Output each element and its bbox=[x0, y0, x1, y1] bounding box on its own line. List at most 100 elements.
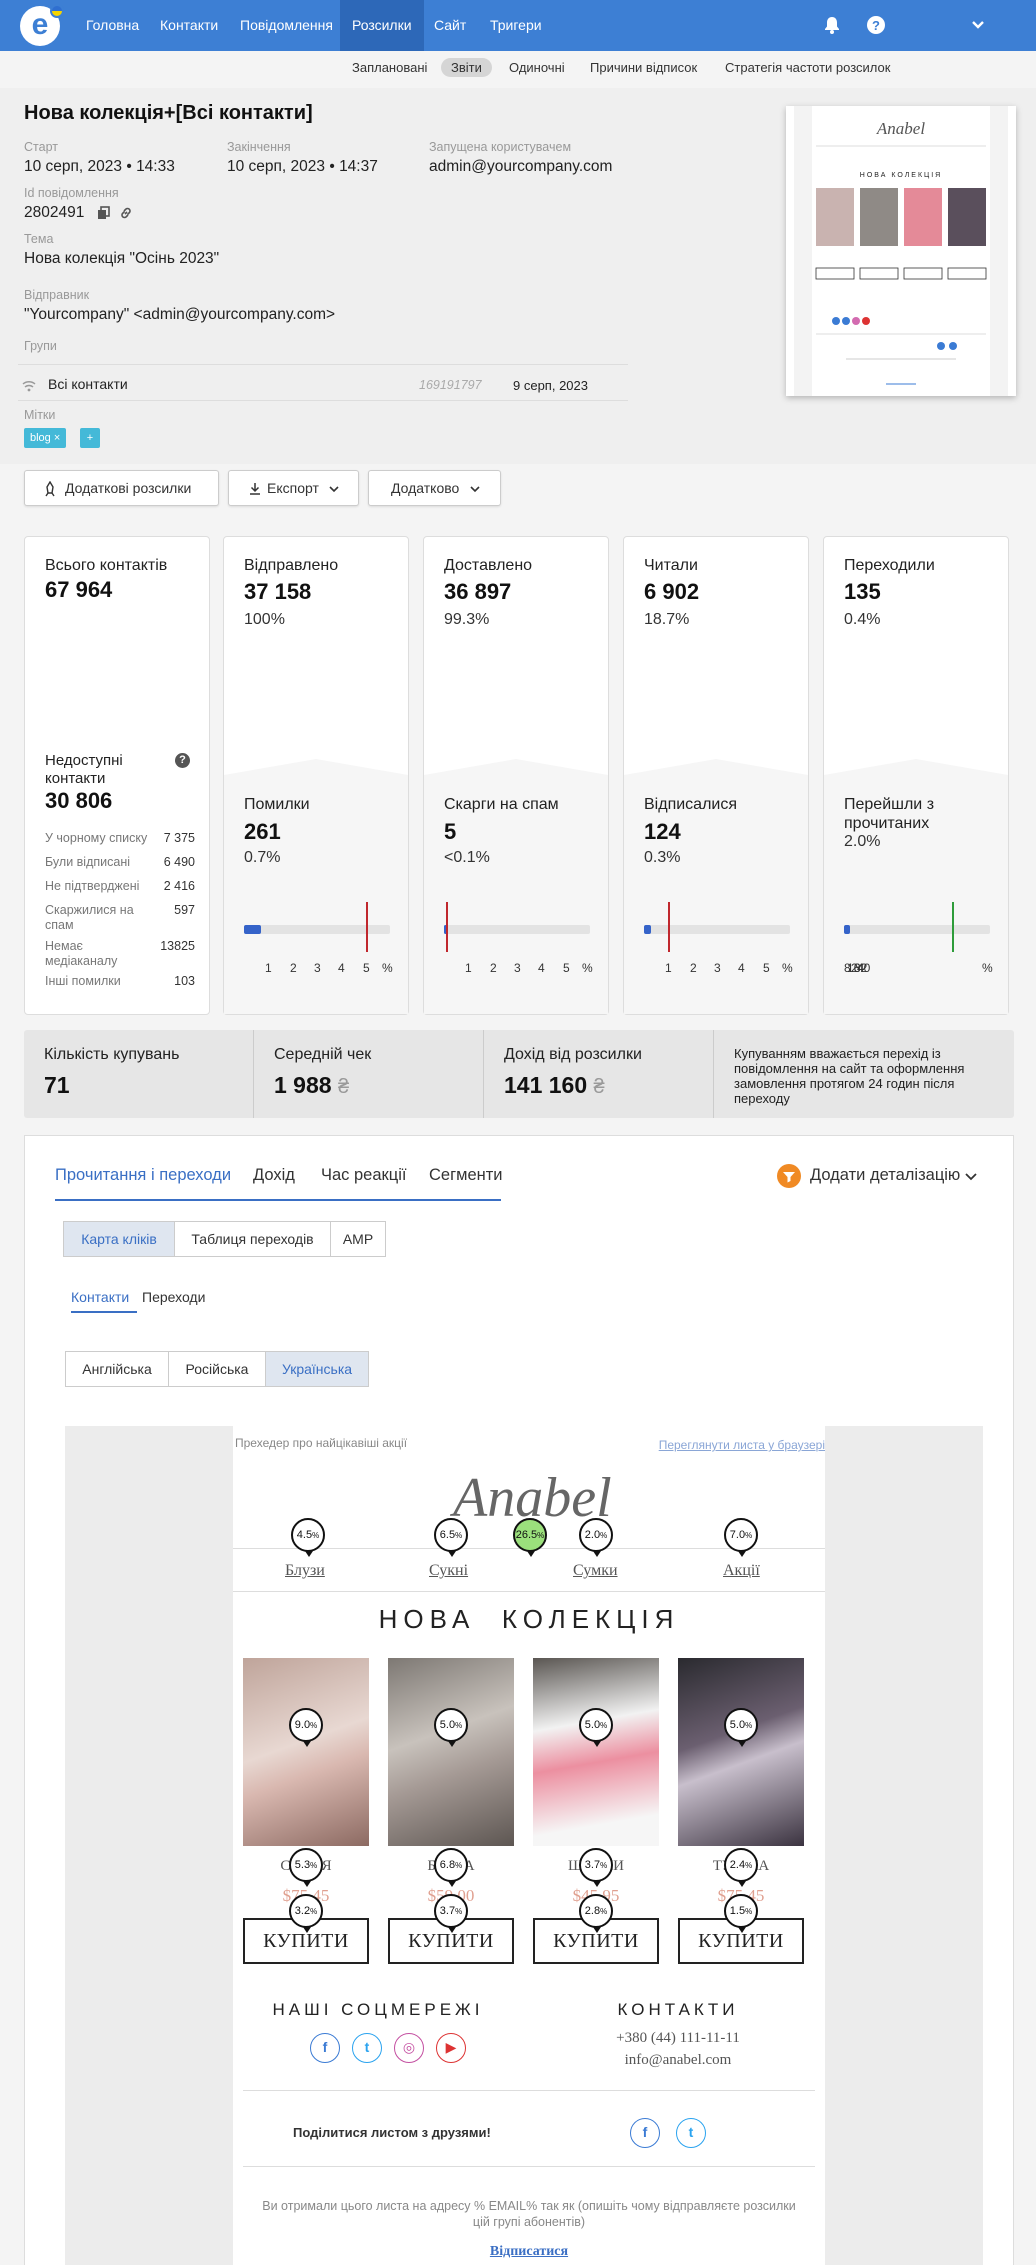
card-label: Відправлено bbox=[244, 557, 339, 574]
tab-reaction-time[interactable]: Час реакції bbox=[321, 1166, 407, 1184]
chevron-down-icon[interactable] bbox=[965, 1172, 977, 1181]
subnav-reports[interactable]: Звіти bbox=[441, 58, 492, 77]
help-icon[interactable]: ? bbox=[866, 15, 886, 35]
buy-click-bubble[interactable]: 1.5% bbox=[724, 1894, 758, 1933]
tag-remove-icon[interactable]: × bbox=[53, 432, 61, 444]
app-logo-icon[interactable]: e bbox=[20, 4, 64, 46]
menu-click-bubble[interactable]: 6.5% bbox=[434, 1518, 468, 1557]
image-click-bubble[interactable]: 5.0% bbox=[724, 1708, 758, 1747]
groups-label: Групи bbox=[24, 339, 57, 353]
average-check-value: 1 988 ₴ bbox=[274, 1072, 349, 1099]
more-options-button[interactable]: Додатково bbox=[368, 470, 501, 506]
group-name[interactable]: Всі контакти bbox=[48, 376, 128, 392]
tag-blog[interactable]: blog × bbox=[24, 428, 67, 448]
lang-russian[interactable]: Російська bbox=[168, 1351, 266, 1387]
total-contacts-card: Всього контактів 67 964 Недоступні конта… bbox=[24, 536, 210, 1015]
funnel-icon bbox=[777, 1164, 801, 1188]
nav-mailings[interactable]: Розсилки bbox=[340, 0, 424, 51]
row-label: Були відписані bbox=[45, 855, 130, 869]
subnav-unsubscribe-reasons[interactable]: Причини відписок bbox=[590, 60, 698, 75]
add-detail-button[interactable]: Додати деталізацію bbox=[810, 1166, 961, 1184]
name-click-bubble[interactable]: 3.7% bbox=[579, 1848, 613, 1887]
name-click-bubble[interactable]: 6.8% bbox=[434, 1848, 468, 1887]
nav-home[interactable]: Головна bbox=[86, 17, 140, 33]
product-image-dress[interactable] bbox=[243, 1658, 369, 1846]
help-icon[interactable]: ? bbox=[175, 753, 190, 768]
view-in-browser-link[interactable]: Переглянути листа у браузері bbox=[658, 1438, 825, 1452]
menu-blouses[interactable]: Блузи bbox=[285, 1562, 325, 1579]
subject-value: Нова колекція "Осінь 2023" bbox=[24, 250, 220, 267]
click-percent: 5.0 bbox=[584, 1719, 601, 1731]
lang-ukrainian[interactable]: Українська bbox=[265, 1351, 369, 1387]
menu-click-bubble[interactable]: 2.0% bbox=[579, 1518, 613, 1557]
bell-icon[interactable] bbox=[822, 15, 842, 35]
buy-click-bubble[interactable]: 2.8% bbox=[579, 1894, 613, 1933]
twitter-share-icon[interactable]: t bbox=[676, 2118, 706, 2148]
facebook-share-icon[interactable]: f bbox=[630, 2118, 660, 2148]
facebook-icon[interactable]: f bbox=[310, 2033, 340, 2063]
chevron-down-icon[interactable] bbox=[968, 15, 988, 35]
email-preview-thumbnail[interactable]: Anabel НОВА КОЛЕКЦІЯ bbox=[786, 106, 1016, 396]
subnav-single[interactable]: Одиночні bbox=[509, 60, 565, 75]
percent-sign: % bbox=[745, 1721, 753, 1730]
product-image-blouse[interactable] bbox=[388, 1658, 514, 1846]
menu-click-bubble[interactable]: 4.5% bbox=[291, 1518, 325, 1557]
product-image-tunic[interactable] bbox=[678, 1658, 804, 1846]
instagram-icon[interactable]: ◎ bbox=[394, 2033, 424, 2063]
name-click-bubble[interactable]: 2.4% bbox=[724, 1848, 758, 1887]
copy-icon[interactable] bbox=[97, 206, 111, 220]
tick-label: 16 bbox=[847, 961, 861, 975]
image-click-bubble[interactable]: 9.0% bbox=[289, 1708, 323, 1747]
image-click-bubble[interactable]: 5.0% bbox=[579, 1708, 613, 1747]
more-mailings-button[interactable]: Додаткові розсилки bbox=[24, 470, 219, 506]
menu-dresses[interactable]: Сукні bbox=[429, 1562, 469, 1579]
card-sub-label: Перейшли з прочитаних bbox=[844, 796, 935, 832]
logo-click-bubble[interactable]: 26.5% bbox=[513, 1518, 547, 1557]
tab-segments[interactable]: Сегменти bbox=[429, 1166, 503, 1184]
subnav-scheduled[interactable]: Заплановані bbox=[352, 60, 428, 75]
product-image-pants[interactable] bbox=[533, 1658, 659, 1846]
income-label: Дохід від розсилки bbox=[504, 1046, 642, 1063]
contact-phone[interactable]: +380 (44) 111-11-11 bbox=[616, 2030, 740, 2046]
image-click-bubble[interactable]: 5.0% bbox=[434, 1708, 468, 1747]
stats-card: Відправлено 37 158 100% Помилки 261 0.7%… bbox=[223, 536, 409, 1015]
buy-click-bubble[interactable]: 3.7% bbox=[434, 1894, 468, 1933]
lang-english[interactable]: Англійська bbox=[65, 1351, 169, 1387]
export-label: Експорт bbox=[267, 480, 319, 496]
menu-sales[interactable]: Акції bbox=[723, 1562, 760, 1579]
tick-label: 40 bbox=[857, 961, 871, 975]
tab-reads-clicks[interactable]: Прочитання і переходи bbox=[55, 1166, 232, 1184]
tab-income[interactable]: Дохід bbox=[253, 1166, 295, 1184]
subtab-contacts[interactable]: Контакти bbox=[71, 1289, 130, 1305]
nav-site[interactable]: Сайт bbox=[434, 17, 467, 33]
unavailable-value: 30 806 bbox=[45, 788, 113, 813]
benchmark-marker bbox=[366, 902, 368, 952]
link-icon[interactable] bbox=[119, 206, 133, 220]
click-percent: 3.2 bbox=[294, 1905, 311, 1917]
view-amp[interactable]: AMP bbox=[330, 1221, 386, 1257]
add-tag-button[interactable]: + bbox=[80, 428, 100, 448]
twitter-icon[interactable]: t bbox=[352, 2033, 382, 2063]
menu-click-bubble[interactable]: 7.0% bbox=[724, 1518, 758, 1557]
unsubscribe-link[interactable]: Відписатися bbox=[489, 2244, 569, 2259]
contact-email[interactable]: info@anabel.com bbox=[624, 2052, 732, 2068]
nav-triggers[interactable]: Тригери bbox=[490, 17, 542, 33]
view-clicks-table[interactable]: Таблиця переходів bbox=[174, 1221, 331, 1257]
row-value: 597 bbox=[174, 903, 195, 917]
subnav-frequency-strategy[interactable]: Стратегія частоти розсилок bbox=[725, 60, 891, 75]
percent-sign: % bbox=[600, 1531, 608, 1540]
name-click-bubble[interactable]: 5.3% bbox=[289, 1848, 323, 1887]
divider bbox=[18, 400, 628, 401]
view-click-map[interactable]: Карта кліків bbox=[63, 1221, 175, 1257]
subtab-clicks[interactable]: Переходи bbox=[142, 1289, 206, 1305]
menu-bags[interactable]: Сумки bbox=[573, 1562, 618, 1579]
buy-click-bubble[interactable]: 3.2% bbox=[289, 1894, 323, 1933]
nav-contacts[interactable]: Контакти bbox=[160, 17, 219, 33]
youtube-icon[interactable]: ▶ bbox=[436, 2033, 466, 2063]
percent-sign: % bbox=[600, 1721, 608, 1730]
click-percent: 5.3 bbox=[294, 1859, 311, 1871]
nav-messages[interactable]: Повідомлення bbox=[240, 17, 333, 33]
purchases-cell: Кількість купувань 71 bbox=[24, 1030, 254, 1118]
wifi-icon bbox=[22, 380, 36, 392]
export-button[interactable]: Експорт bbox=[228, 470, 359, 506]
